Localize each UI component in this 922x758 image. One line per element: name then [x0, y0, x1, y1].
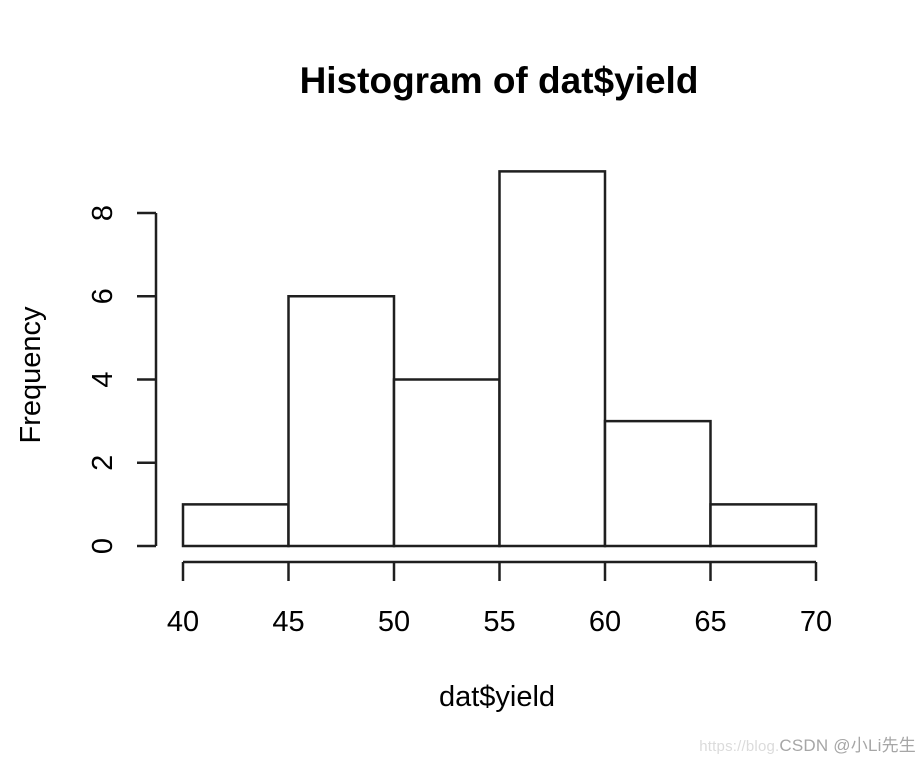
watermark-handle-text: CSDN @小Li先生	[779, 736, 916, 755]
histogram-bar	[498, 170, 607, 548]
watermark: https://blog.CSDN @小Li先生	[699, 731, 916, 756]
x-axis-label: dat$yield	[439, 681, 555, 713]
y-tick-label: 4	[87, 371, 119, 387]
histogram-bar	[287, 295, 396, 548]
histogram-bar	[603, 419, 712, 548]
x-tick-label: 70	[800, 606, 832, 638]
x-tick-label: 60	[589, 606, 621, 638]
plot-content: 40 45 50 55 60 65 70 0 2 4 6 8	[87, 170, 832, 638]
x-tick-label: 65	[694, 606, 726, 638]
x-tick-label: 40	[167, 606, 199, 638]
chart-title: Histogram of dat$yield	[300, 60, 699, 101]
y-tick-label: 6	[87, 288, 119, 304]
y-axis-label: Frequency	[15, 306, 47, 444]
y-tick-label: 0	[87, 538, 119, 554]
x-tick-label: 55	[483, 606, 515, 638]
watermark-url-text: https://blog.	[699, 738, 780, 755]
y-tick-label: 2	[87, 455, 119, 471]
y-tick-label: 8	[87, 205, 119, 221]
histogram-bar	[392, 378, 501, 548]
histogram-bar	[181, 503, 290, 548]
histogram-bar	[709, 503, 818, 548]
x-tick-label: 50	[378, 606, 410, 638]
x-tick-label: 45	[272, 606, 304, 638]
